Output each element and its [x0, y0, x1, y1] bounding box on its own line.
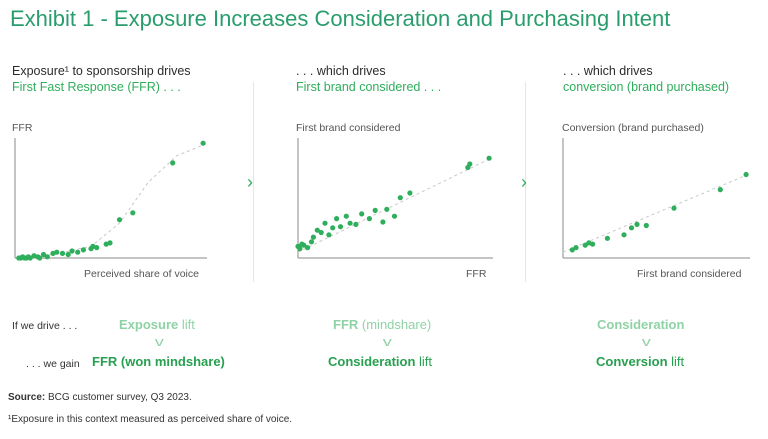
drive-label: If we drive . . . [12, 320, 78, 332]
gain-label: . . . we gain [26, 358, 80, 370]
chart2-x-label: FFR [466, 268, 487, 280]
data-point [326, 232, 332, 238]
drive-3-bold: Consideration [597, 317, 685, 332]
data-point [384, 206, 390, 212]
gain-consideration-lift: Consideration lift [328, 354, 432, 369]
data-point [671, 205, 677, 211]
data-point [380, 219, 386, 225]
data-point [318, 229, 324, 236]
page-title: Exhibit 1 - Exposure Increases Considera… [10, 6, 671, 31]
data-point [130, 210, 136, 216]
data-point [343, 213, 349, 219]
chevron-down-icon: v [382, 334, 392, 349]
data-point [717, 187, 723, 193]
source-label: Source: [8, 392, 46, 403]
drive-1-bold: Exposure [119, 317, 179, 332]
data-point [643, 222, 649, 229]
gain-3-bold: Conversion [596, 354, 668, 369]
footnote: ¹Exposure in this context measured as pe… [8, 414, 293, 425]
panel3-caption-line2: conversion (brand purchased) [563, 80, 730, 94]
data-point [27, 255, 33, 261]
data-point [397, 195, 403, 201]
chart1-y-label: FFR [12, 122, 33, 134]
data-point [330, 225, 336, 231]
data-point [743, 171, 749, 178]
data-point [44, 254, 50, 260]
data-point [407, 190, 413, 196]
trend-line [18, 143, 206, 259]
data-point [573, 245, 579, 251]
drive-2-bold: FFR [333, 317, 359, 332]
data-point [353, 221, 359, 227]
panel2-caption-line2: First brand considered . . . [296, 80, 442, 94]
data-point [314, 227, 320, 233]
panel-divider-1 [253, 82, 254, 282]
data-point [391, 213, 398, 219]
gain-2-bold: Consideration [328, 354, 416, 369]
data-point [308, 239, 315, 245]
data-point [200, 140, 206, 146]
data-point [604, 235, 611, 241]
chart3-y-label: Conversion (brand purchased) [562, 122, 704, 134]
drive-exposure-lift: Exposure lift [119, 317, 195, 332]
chart3-x-label: First brand considered [637, 268, 742, 280]
drive-consideration: Consideration [597, 317, 684, 332]
data-point [467, 161, 473, 167]
trend-line [562, 174, 749, 253]
data-point [170, 160, 176, 166]
data-point [80, 247, 86, 253]
data-point [54, 249, 60, 255]
chevron-right-icon: › [521, 172, 527, 192]
chart1-x-label: Perceived share of voice [84, 268, 199, 280]
data-point [69, 248, 75, 254]
data-point [486, 155, 492, 161]
data-point [590, 241, 596, 247]
data-point [334, 216, 340, 222]
data-point [94, 245, 100, 251]
data-point [59, 250, 66, 256]
panel3-caption-line1: . . . which drives [563, 64, 653, 78]
data-point [297, 246, 303, 252]
data-point [107, 240, 113, 246]
panel-divider-2 [525, 82, 526, 282]
chart2-y-label: First brand considered [296, 122, 401, 134]
data-point [322, 220, 328, 226]
data-point [337, 224, 344, 230]
chevron-right-icon: › [247, 172, 253, 192]
chevron-down-icon: v [154, 334, 164, 349]
panel1-caption-line1: Exposure¹ to sponsorship drives [12, 64, 191, 78]
data-point [75, 249, 81, 255]
data-point [116, 217, 123, 223]
gain-2-rest: lift [415, 354, 433, 369]
panel2-caption-line1: . . . which drives [296, 64, 386, 78]
data-point [359, 211, 365, 217]
data-point [305, 245, 311, 251]
gain-3-rest: lift [667, 354, 685, 369]
drive-2-rest: (mindshare) [358, 317, 432, 332]
drive-ffr-mindshare: FFR (mindshare) [333, 317, 431, 332]
gain-1-bold: FFR (won mindshare) [92, 354, 225, 369]
source-text: BCG customer survey, Q3 2023. [45, 392, 192, 403]
data-point [366, 216, 372, 222]
data-point [628, 225, 635, 231]
data-point [372, 207, 378, 213]
data-point [634, 221, 640, 227]
gain-ffr-won-mindshare: FFR (won mindshare) [92, 354, 225, 369]
data-point [301, 242, 307, 248]
data-point [65, 251, 71, 258]
data-point [310, 234, 316, 240]
data-point [621, 232, 627, 238]
source-note: Source: BCG customer survey, Q3 2023. [8, 392, 192, 403]
panel1-caption-line2: First Fast Response (FFR) . . . [12, 80, 181, 94]
chevron-down-icon: v [641, 334, 651, 349]
data-point [37, 255, 43, 261]
drive-1-rest: lift [178, 317, 195, 332]
gain-conversion-lift: Conversion lift [596, 354, 684, 369]
data-point [40, 251, 47, 258]
data-point [347, 220, 353, 226]
